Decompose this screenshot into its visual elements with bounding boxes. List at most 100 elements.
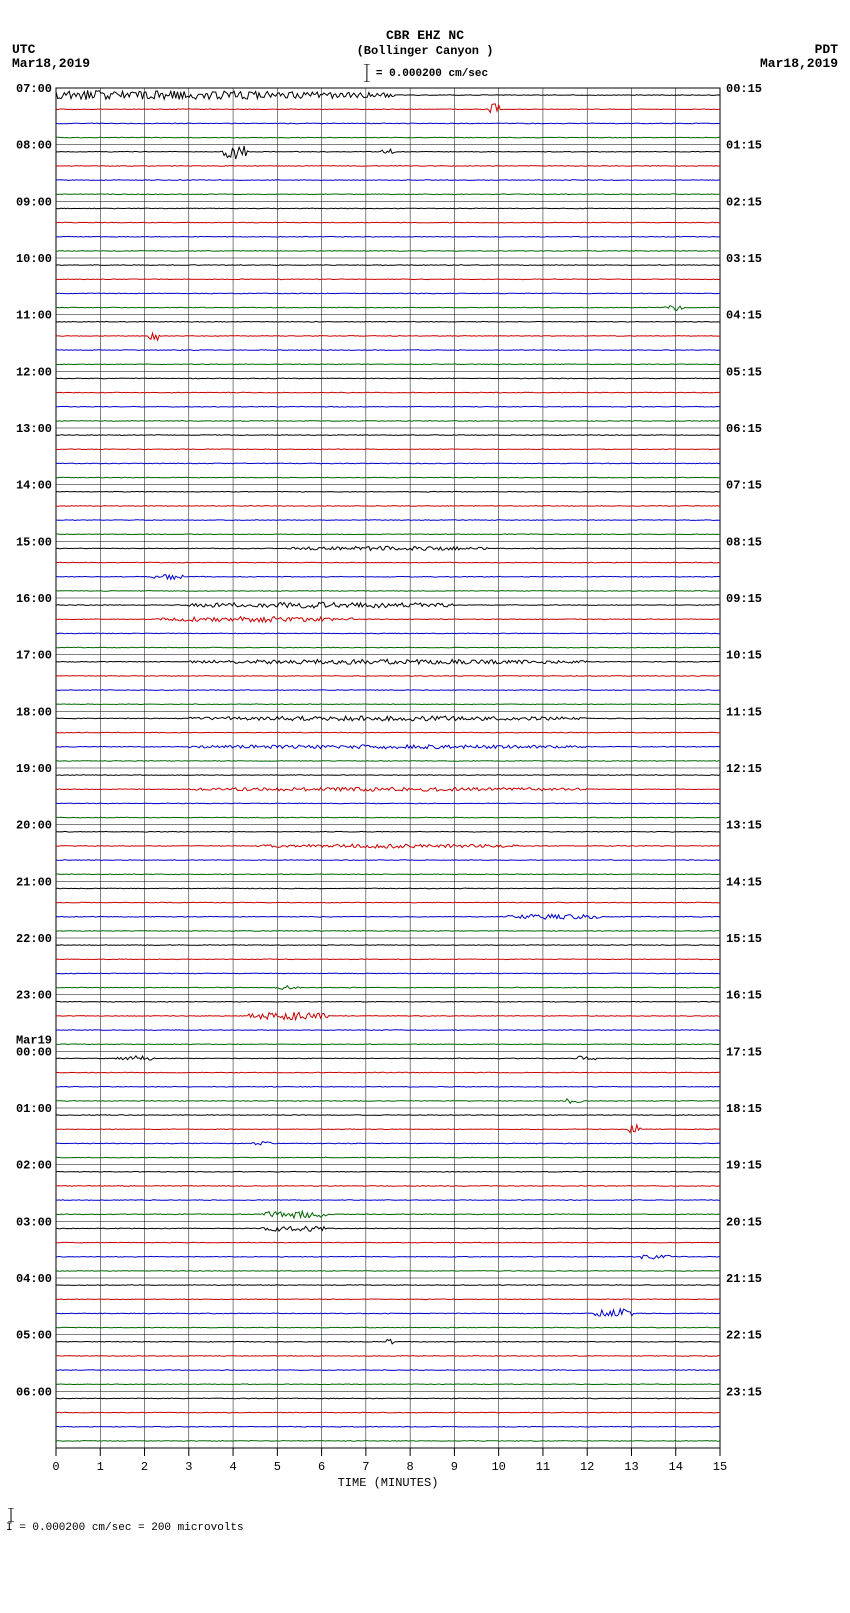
seismic-trace bbox=[56, 775, 720, 776]
seismic-trace bbox=[56, 787, 720, 791]
seismic-trace bbox=[56, 534, 720, 535]
seismic-trace bbox=[56, 1285, 720, 1286]
footer-text: I = 0.000200 cm/sec = 200 microvolts bbox=[6, 1522, 244, 1534]
seismic-trace bbox=[56, 1157, 720, 1158]
x-tick-label: 4 bbox=[229, 1460, 236, 1474]
right-time-label: 00:15 bbox=[726, 82, 762, 96]
seismic-trace bbox=[56, 1142, 720, 1145]
seismic-trace bbox=[56, 520, 720, 521]
seismic-trace bbox=[56, 449, 720, 450]
seismic-trace bbox=[56, 421, 720, 422]
seismic-trace bbox=[56, 491, 720, 492]
right-time-label: 12:15 bbox=[726, 762, 762, 776]
seismic-trace bbox=[56, 704, 720, 705]
seismic-trace bbox=[56, 406, 720, 407]
seismic-trace bbox=[56, 973, 720, 974]
right-time-label: 16:15 bbox=[726, 989, 762, 1003]
seismic-trace bbox=[56, 293, 720, 294]
seismic-trace bbox=[56, 321, 720, 322]
right-time-label: 03:15 bbox=[726, 252, 762, 266]
seismic-trace bbox=[56, 803, 720, 804]
seismic-trace bbox=[56, 844, 720, 848]
seismic-trace bbox=[56, 392, 720, 393]
left-time-label: 01:00 bbox=[16, 1102, 52, 1116]
seismic-trace bbox=[56, 180, 720, 181]
seismic-trace bbox=[56, 732, 720, 733]
seismic-trace bbox=[56, 716, 720, 721]
seismic-trace bbox=[56, 1200, 720, 1201]
seismic-trace bbox=[56, 1412, 720, 1413]
seismic-trace bbox=[56, 959, 720, 960]
x-tick-label: 14 bbox=[669, 1460, 683, 1474]
x-tick-label: 5 bbox=[274, 1460, 281, 1474]
footer-scale-bar-icon bbox=[6, 1508, 244, 1522]
seismic-trace bbox=[56, 945, 720, 946]
footer-scale-text: I = 0.000200 cm/sec = 200 microvolts bbox=[6, 1508, 244, 1537]
seismic-trace bbox=[56, 166, 720, 167]
right-time-label: 17:15 bbox=[726, 1045, 762, 1059]
right-time-label: 18:15 bbox=[726, 1102, 762, 1116]
right-time-label: 23:15 bbox=[726, 1385, 762, 1399]
seismic-trace bbox=[56, 1299, 720, 1300]
left-time-label: 12:00 bbox=[16, 365, 52, 379]
left-time-label: 17:00 bbox=[16, 649, 52, 663]
right-time-label: 07:15 bbox=[726, 479, 762, 493]
seismic-trace bbox=[56, 265, 720, 266]
left-time-label: 02:00 bbox=[16, 1159, 52, 1173]
seismic-trace bbox=[56, 123, 720, 124]
seismic-trace bbox=[56, 659, 720, 664]
left-time-label: 18:00 bbox=[16, 705, 52, 719]
left-time-label: 05:00 bbox=[16, 1329, 52, 1343]
seismic-trace bbox=[56, 1044, 720, 1045]
x-tick-label: 7 bbox=[362, 1460, 369, 1474]
seismic-trace bbox=[56, 1398, 720, 1399]
seismic-trace bbox=[56, 1242, 720, 1243]
seismic-trace bbox=[56, 860, 720, 861]
left-time-label: 04:00 bbox=[16, 1272, 52, 1286]
seismic-trace bbox=[56, 745, 720, 749]
seismic-trace bbox=[56, 633, 720, 634]
left-time-label: 14:00 bbox=[16, 479, 52, 493]
left-time-label: 15:00 bbox=[16, 535, 52, 549]
seismic-trace bbox=[56, 333, 720, 340]
right-time-label: 08:15 bbox=[726, 535, 762, 549]
seismic-trace bbox=[56, 931, 720, 932]
x-tick-label: 9 bbox=[451, 1460, 458, 1474]
left-time-label: 00:00 bbox=[16, 1045, 52, 1059]
seismic-trace bbox=[56, 575, 720, 580]
left-time-label: 06:00 bbox=[16, 1385, 52, 1399]
seismic-trace bbox=[56, 251, 720, 252]
seismic-trace bbox=[56, 647, 720, 648]
seismic-trace bbox=[56, 1186, 720, 1187]
right-time-label: 04:15 bbox=[726, 309, 762, 323]
x-tick-label: 2 bbox=[141, 1460, 148, 1474]
seismic-trace bbox=[56, 435, 720, 436]
seismic-trace bbox=[56, 306, 720, 311]
right-time-label: 21:15 bbox=[726, 1272, 762, 1286]
seismic-trace bbox=[56, 1001, 720, 1002]
seismic-trace bbox=[56, 676, 720, 677]
left-time-label: 09:00 bbox=[16, 195, 52, 209]
seismic-trace bbox=[56, 146, 720, 159]
seismic-trace bbox=[56, 1211, 720, 1218]
right-time-label: 20:15 bbox=[726, 1215, 762, 1229]
x-tick-label: 15 bbox=[713, 1460, 727, 1474]
x-tick-label: 1 bbox=[97, 1460, 104, 1474]
seismic-trace bbox=[56, 1426, 720, 1427]
seismic-trace bbox=[56, 1086, 720, 1087]
right-time-label: 11:15 bbox=[726, 705, 762, 719]
seismic-trace bbox=[56, 874, 720, 875]
right-time-label: 15:15 bbox=[726, 932, 762, 946]
seismic-trace bbox=[56, 1339, 720, 1344]
seismic-trace bbox=[56, 690, 720, 691]
seismic-trace bbox=[56, 1370, 720, 1371]
right-time-label: 10:15 bbox=[726, 649, 762, 663]
seismic-trace bbox=[56, 1030, 720, 1031]
right-time-label: 09:15 bbox=[726, 592, 762, 606]
seismic-trace bbox=[56, 463, 720, 464]
seismic-trace bbox=[56, 1356, 720, 1357]
right-time-label: 14:15 bbox=[726, 875, 762, 889]
x-tick-label: 11 bbox=[536, 1460, 550, 1474]
left-time-label: 13:00 bbox=[16, 422, 52, 436]
x-tick-label: 13 bbox=[624, 1460, 638, 1474]
